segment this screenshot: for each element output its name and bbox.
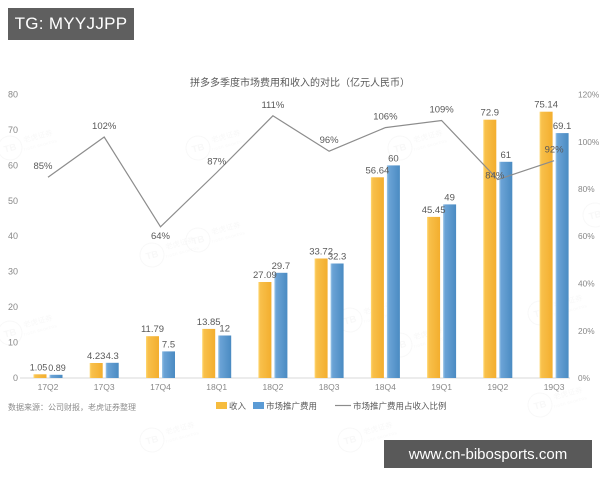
svg-text:60: 60	[8, 160, 18, 170]
svg-text:64%: 64%	[151, 231, 171, 242]
svg-text:20: 20	[8, 302, 18, 312]
svg-text:4.3: 4.3	[106, 351, 119, 362]
svg-text:72.9: 72.9	[481, 108, 500, 119]
svg-text:120%: 120%	[578, 90, 600, 100]
svg-text:TB: TB	[588, 209, 600, 223]
svg-text:13.85: 13.85	[197, 317, 221, 328]
svg-text:18Q1: 18Q1	[206, 382, 227, 392]
svg-text:TB: TB	[3, 142, 18, 156]
svg-text:60: 60	[388, 153, 399, 164]
svg-text:收入: 收入	[229, 401, 247, 411]
svg-text:TB: TB	[191, 234, 206, 248]
svg-text:87%: 87%	[207, 157, 227, 168]
svg-text:19Q3: 19Q3	[544, 382, 565, 392]
svg-text:20%: 20%	[578, 326, 595, 336]
svg-text:40%: 40%	[578, 279, 595, 289]
svg-text:92%: 92%	[545, 145, 565, 156]
svg-text:80%: 80%	[578, 184, 595, 194]
svg-text:102%: 102%	[92, 121, 117, 132]
svg-text:4.23: 4.23	[87, 351, 106, 362]
svg-text:106%: 106%	[373, 112, 398, 123]
svg-text:29.7: 29.7	[272, 261, 291, 272]
svg-text:市场推广费用占收入比例: 市场推广费用占收入比例	[353, 401, 447, 411]
svg-text:TB: TB	[145, 434, 160, 448]
svg-text:61: 61	[501, 150, 512, 161]
svg-text:TB: TB	[191, 142, 206, 156]
svg-text:70: 70	[8, 125, 18, 135]
svg-text:12: 12	[219, 324, 230, 335]
svg-text:49: 49	[444, 192, 455, 203]
svg-text:18Q3: 18Q3	[319, 382, 340, 392]
svg-text:45.45: 45.45	[422, 205, 446, 216]
svg-text:0: 0	[13, 373, 18, 383]
svg-text:市场推广费用: 市场推广费用	[266, 401, 317, 411]
svg-text:0.89: 0.89	[48, 363, 66, 373]
svg-text:111%: 111%	[261, 100, 284, 111]
svg-text:96%: 96%	[320, 135, 340, 146]
svg-text:56.64: 56.64	[366, 165, 390, 176]
svg-text:80: 80	[8, 90, 18, 100]
svg-text:11.79: 11.79	[141, 324, 164, 335]
svg-text:18Q4: 18Q4	[375, 382, 396, 392]
svg-text:17Q4: 17Q4	[150, 382, 171, 392]
svg-text:0%: 0%	[578, 373, 591, 383]
svg-text:17Q2: 17Q2	[38, 382, 59, 392]
svg-text:60%: 60%	[578, 231, 595, 241]
svg-text:TB: TB	[145, 249, 160, 263]
svg-text:1.05: 1.05	[30, 362, 48, 372]
svg-text:32.3: 32.3	[328, 252, 347, 263]
svg-text:7.5: 7.5	[162, 339, 175, 350]
svg-text:30: 30	[8, 267, 18, 277]
svg-text:100%: 100%	[578, 137, 600, 147]
svg-text:75.14: 75.14	[534, 100, 558, 111]
svg-text:69.1: 69.1	[553, 121, 572, 132]
svg-text:17Q3: 17Q3	[94, 382, 115, 392]
svg-text:19Q2: 19Q2	[487, 382, 508, 392]
svg-text:18Q2: 18Q2	[263, 382, 284, 392]
svg-text:109%: 109%	[429, 105, 454, 116]
svg-text:TB: TB	[343, 434, 358, 448]
svg-text:85%: 85%	[33, 161, 53, 172]
svg-text:40: 40	[8, 231, 18, 241]
svg-text:50: 50	[8, 196, 18, 206]
svg-text:TB: TB	[533, 399, 548, 413]
svg-text:TB: TB	[343, 314, 358, 328]
svg-text:19Q1: 19Q1	[431, 382, 452, 392]
svg-text:数据来源：公司财报，老虎证券整理: 数据来源：公司财报，老虎证券整理	[8, 402, 136, 412]
svg-text:84%: 84%	[485, 171, 505, 182]
